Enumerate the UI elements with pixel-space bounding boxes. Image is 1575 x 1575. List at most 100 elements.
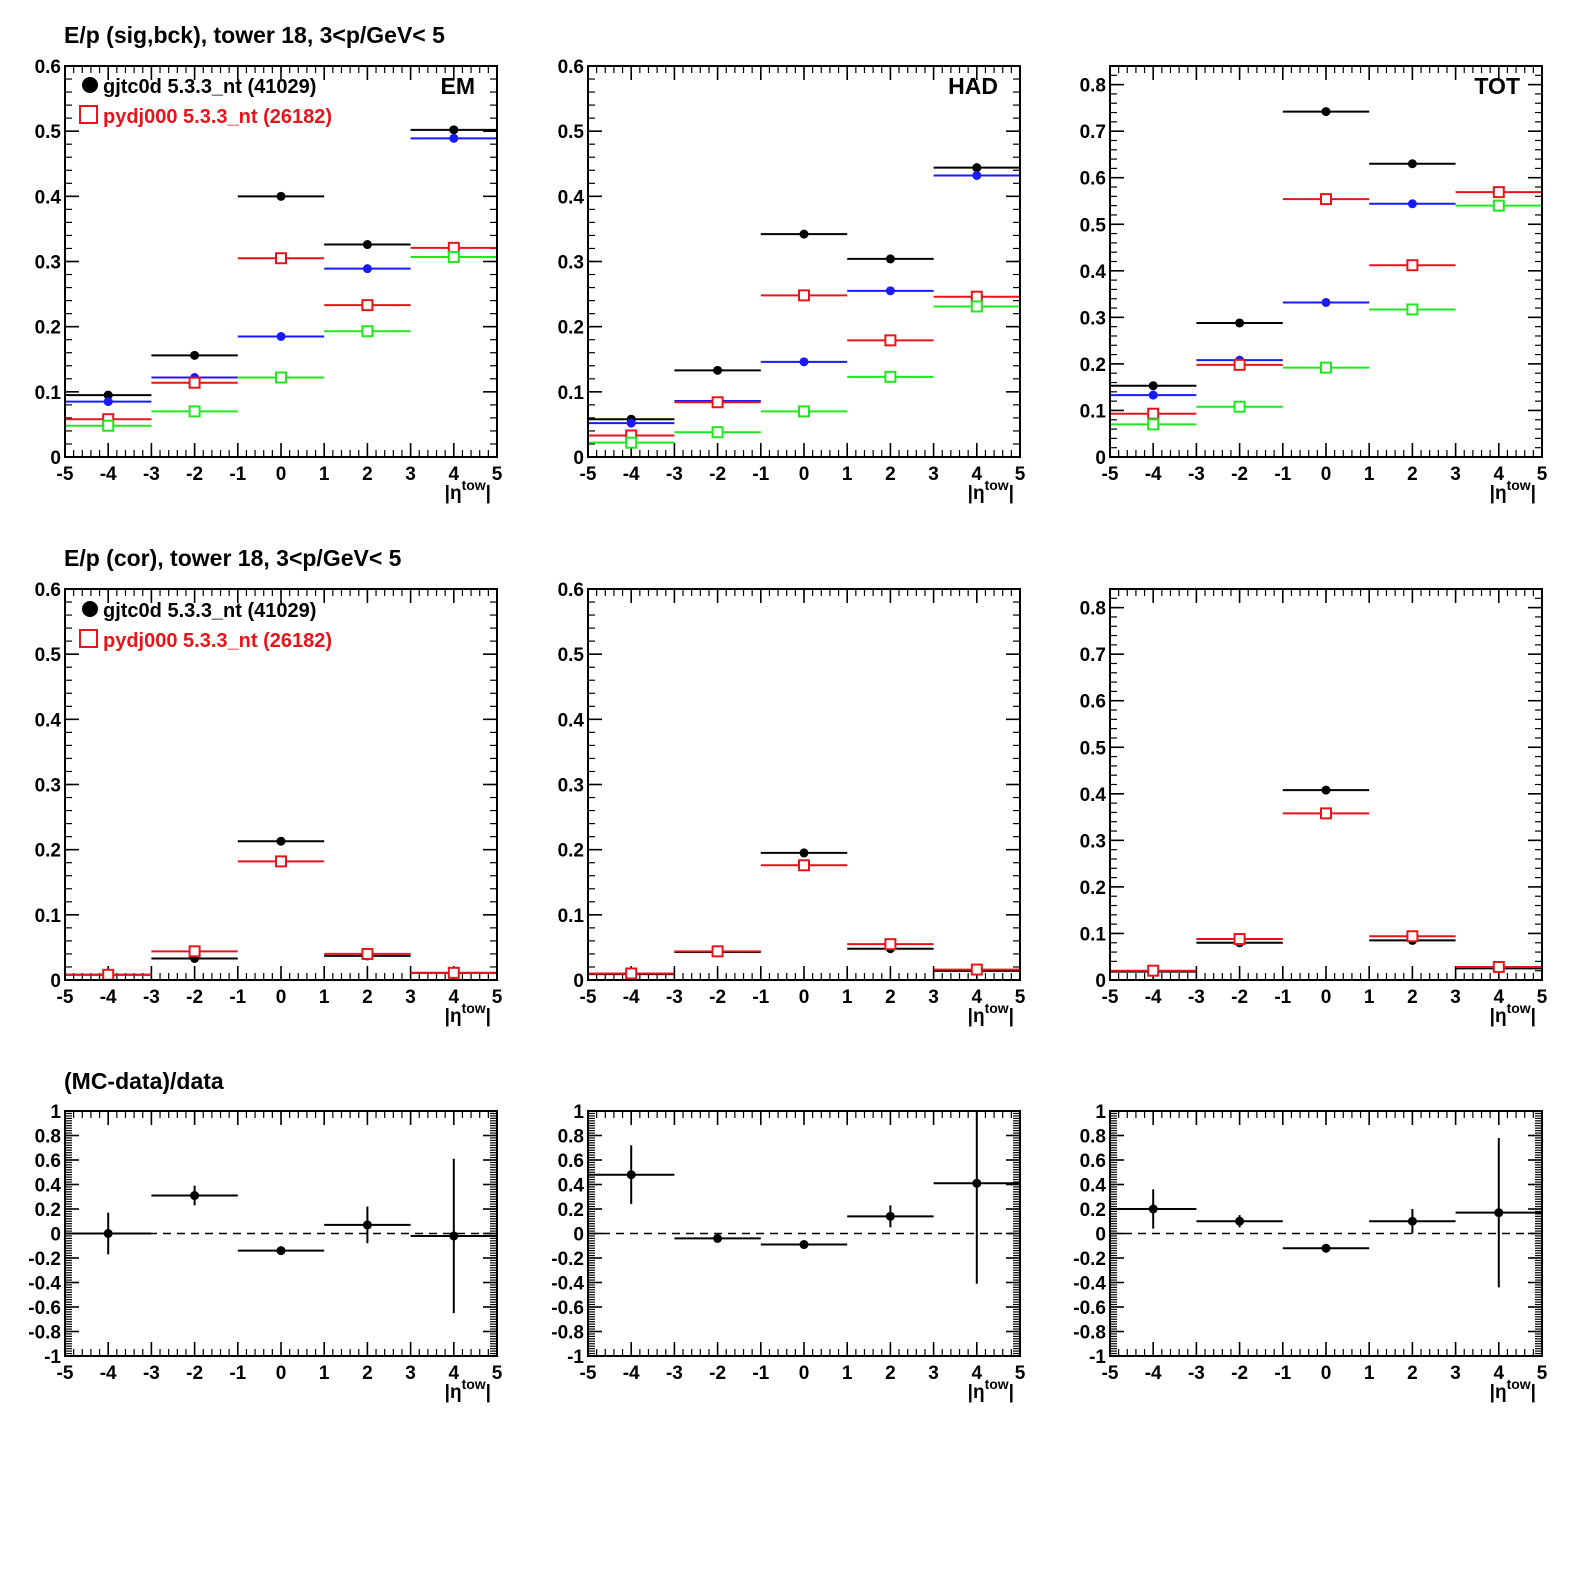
- x-tick-label: 4: [1494, 1363, 1505, 1384]
- y-tick-label: 0.4: [558, 187, 585, 208]
- x-tick-label: -1: [752, 464, 769, 485]
- x-tick-label: 1: [319, 1363, 330, 1384]
- y-tick-label: 0.6: [1080, 692, 1106, 713]
- y-tick-label: -0.6: [1073, 1298, 1106, 1319]
- y-tick-label: 0.6: [558, 580, 584, 601]
- y-tick-label: 0.1: [35, 383, 62, 404]
- data-point: [276, 331, 286, 341]
- x-tick-label: -2: [186, 987, 203, 1008]
- data-point: [799, 1240, 809, 1250]
- x-tick-label: 1: [1364, 1363, 1375, 1384]
- data-point: [1321, 1243, 1331, 1253]
- y-tick-label: 0.8: [35, 1127, 61, 1148]
- data-point: [1147, 418, 1160, 431]
- y-tick-label: 1: [1095, 1102, 1106, 1123]
- legend-row2: gjtc0d 5.3.3_nt (41029) pydj000 5.3.3_nt…: [79, 600, 332, 652]
- x-tick-label: 5: [1015, 1363, 1026, 1384]
- y-tick-label: 0: [573, 448, 584, 469]
- legend-mc-label: pydj000 5.3.3_nt (26182): [103, 630, 332, 652]
- chart-panel-row3-HAD: -1 -0.8 -0.6 -0.4 -0.2 0 0.2 0.4 0.6 0.8 1 -5 -4 -3 -2…: [551, 1102, 1025, 1403]
- data-point: [188, 376, 201, 389]
- y-tick-label: -0.6: [551, 1298, 584, 1319]
- data-point: [276, 836, 286, 846]
- data-point: [276, 191, 286, 201]
- y-tick-label: 1: [50, 1102, 61, 1123]
- x-tick-label: -2: [709, 1363, 726, 1384]
- x-tick-label: 2: [1407, 1363, 1418, 1384]
- x-tick-label: -1: [752, 987, 769, 1008]
- y-tick-label: -0.4: [28, 1274, 61, 1295]
- x-tick-label: 2: [885, 987, 896, 1008]
- x-tick-label: -1: [229, 987, 246, 1008]
- y-tick-label: 0.6: [558, 57, 584, 78]
- x-tick-label: -1: [1274, 1363, 1291, 1384]
- x-tick-label: 3: [405, 987, 416, 1008]
- data-point: [626, 418, 636, 428]
- legend-square-marker: [79, 105, 98, 124]
- x-tick-label: 5: [1537, 987, 1548, 1008]
- y-tick-label: 0.3: [35, 776, 61, 797]
- x-tick-label: -4: [1145, 1363, 1162, 1384]
- x-tick-label: 0: [799, 1363, 810, 1384]
- x-tick-label: 3: [405, 1363, 416, 1384]
- y-tick-label: -0.2: [28, 1249, 61, 1270]
- y-tick-label: 0.4: [558, 1176, 585, 1197]
- data-point: [970, 300, 983, 313]
- y-tick-label: -0.8: [551, 1323, 584, 1344]
- x-axis-label: |ηtow|: [445, 1000, 491, 1027]
- x-tick-label: 2: [1407, 464, 1418, 485]
- x-tick-label: 1: [1364, 464, 1375, 485]
- data-point: [1148, 390, 1158, 400]
- legend-data-label: gjtc0d 5.3.3_nt (41029): [103, 76, 316, 98]
- x-tick-label: 2: [1407, 987, 1418, 1008]
- x-tick-label: 1: [842, 987, 853, 1008]
- x-tick-label: 5: [492, 1363, 503, 1384]
- x-tick-label: -4: [623, 987, 640, 1008]
- y-tick-label: 0: [1095, 448, 1106, 469]
- plot-frame: [1109, 1110, 1543, 1357]
- y-tick-label: 0: [573, 971, 584, 992]
- x-tick-label: 0: [276, 987, 287, 1008]
- x-axis-label: |ηtow|: [1490, 1000, 1536, 1027]
- x-tick-label: 3: [1450, 987, 1461, 1008]
- plot-frame: [587, 1110, 1021, 1357]
- data-point: [798, 405, 810, 418]
- x-tick-label: -2: [1231, 1363, 1248, 1384]
- data-point: [103, 397, 113, 407]
- y-tick-label: 0: [1095, 1225, 1106, 1246]
- data-point: [103, 1229, 113, 1238]
- panels: 00.10.20.30.40.50.6-5 -4 -3 -2 -1 0 1 2 3 4 5|ηtow…: [28, 57, 1547, 1403]
- y-tick-label: 0.8: [1080, 599, 1106, 620]
- data-point: [713, 1233, 723, 1243]
- x-tick-label: -5: [1102, 987, 1119, 1008]
- data-point: [711, 945, 724, 958]
- data-point: [449, 125, 459, 135]
- data-point: [625, 967, 638, 980]
- y-tick-label: -1: [567, 1347, 584, 1368]
- y-tick-label: 0: [573, 1225, 584, 1246]
- x-tick-label: 2: [885, 1363, 896, 1384]
- y-tick-label: 0: [1095, 971, 1106, 992]
- data-point: [1406, 303, 1419, 316]
- legend-dot-marker: [82, 601, 98, 617]
- x-tick-label: -2: [1231, 464, 1248, 485]
- data-point: [1321, 107, 1331, 117]
- data-point: [972, 1178, 982, 1188]
- x-tick-label: -1: [1274, 987, 1291, 1008]
- x-tick-label: -3: [1188, 987, 1205, 1008]
- heading-row3: (MC-data)/data: [64, 1068, 224, 1094]
- y-tick-label: -0.8: [28, 1323, 61, 1344]
- y-tick-label: 0.1: [1080, 401, 1107, 422]
- plot-frame: [1109, 65, 1543, 458]
- data-point: [276, 1246, 286, 1256]
- x-tick-label: -1: [229, 464, 246, 485]
- data-point: [798, 289, 810, 302]
- y-tick-label: 0.4: [35, 710, 62, 731]
- y-tick-label: 0.5: [35, 122, 62, 143]
- x-tick-label: 0: [1321, 464, 1332, 485]
- y-tick-label: 0.6: [1080, 169, 1106, 190]
- x-tick-label: -2: [1231, 987, 1248, 1008]
- data-point: [275, 855, 287, 868]
- y-tick-label: 1: [573, 1102, 584, 1123]
- x-tick-label: 3: [1450, 464, 1461, 485]
